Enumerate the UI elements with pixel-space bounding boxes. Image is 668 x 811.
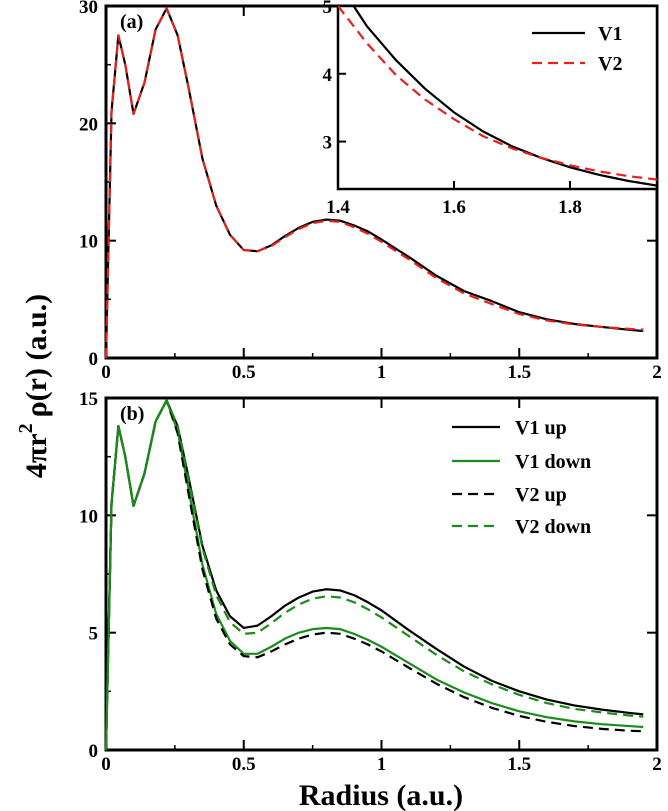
y-tick-label-b-2: 10: [79, 506, 98, 527]
y-tick-label-b-1: 5: [89, 624, 99, 645]
y-axis-title-tail: ρ(r) (a.u.): [20, 294, 53, 418]
inset-x-tick-label-0: 1.4: [326, 197, 350, 218]
inset-ticks: 1.4 1.6 1.8 3 4 5: [323, 0, 582, 218]
y-tick-label-a-0: 0: [89, 349, 99, 370]
series-line-b-v2-down: [104, 399, 644, 751]
legend-b-v2up-label: V2 up: [515, 484, 567, 506]
legend-b-v1up-label: V1 up: [515, 417, 567, 439]
x-tick-label-a-3: 1.5: [507, 362, 531, 383]
inset-plot: 1.4 1.6 1.8 3 4 5 V1 V2: [323, 0, 659, 218]
y-tick-label-a-3: 30: [79, 0, 98, 18]
x-tick-label-a-2: 1: [377, 362, 387, 383]
inset-x-tick-label-1: 1.6: [442, 197, 466, 218]
x-tick-label-b-3: 1.5: [507, 754, 531, 775]
y-tick-label-a-1: 10: [79, 232, 98, 253]
y-tick-label-b-0: 0: [89, 741, 99, 762]
inset-y-tick-label-0: 3: [323, 133, 333, 154]
legend-a-v2-label: V2: [598, 53, 622, 75]
panel-a-series: [104, 7, 644, 359]
inset-series-line-v1: [352, 6, 657, 187]
inset-x-tick-label-2: 1.8: [558, 197, 582, 218]
inset-series-line-v2: [338, 6, 657, 181]
y-tick-label-b-3: 15: [79, 389, 98, 410]
inset-y-tick-label-1: 4: [323, 65, 333, 86]
inset-frame: [336, 4, 659, 191]
series-line-a-v2: [104, 7, 644, 359]
x-tick-label-b-2: 1: [377, 754, 387, 775]
legend-a-v1-label: V1: [598, 23, 622, 45]
x-tick-label-a-0: 0: [101, 362, 111, 383]
panel-b-ticks: 0 0.5 1 1.5 2 0 5 10 15: [79, 389, 662, 775]
y-axis-title-sup: 2: [15, 423, 37, 433]
y-axis-title: 4πr2 ρ(r) (a.u.): [15, 294, 53, 478]
x-tick-label-b-0: 0: [101, 754, 111, 775]
panel-b-series: [104, 399, 644, 751]
y-tick-label-a-2: 20: [79, 114, 98, 135]
legend-b-v2down-label: V2 down: [515, 516, 591, 538]
x-axis-title: Radius (a.u.): [299, 779, 463, 811]
y-axis-title-main: 4πr: [20, 433, 53, 478]
inset-series: [338, 6, 657, 187]
x-tick-label-a-1: 0.5: [232, 362, 256, 383]
x-tick-label-b-1: 0.5: [232, 754, 256, 775]
panel-b-label: (b): [120, 403, 144, 425]
panel-a-label: (a): [120, 11, 143, 33]
legend-b-v1down-label: V1 down: [515, 451, 591, 473]
inset-y-tick-label-2: 5: [323, 0, 333, 18]
x-tick-label-a-4: 2: [652, 362, 662, 383]
x-tick-label-b-4: 2: [652, 754, 662, 775]
